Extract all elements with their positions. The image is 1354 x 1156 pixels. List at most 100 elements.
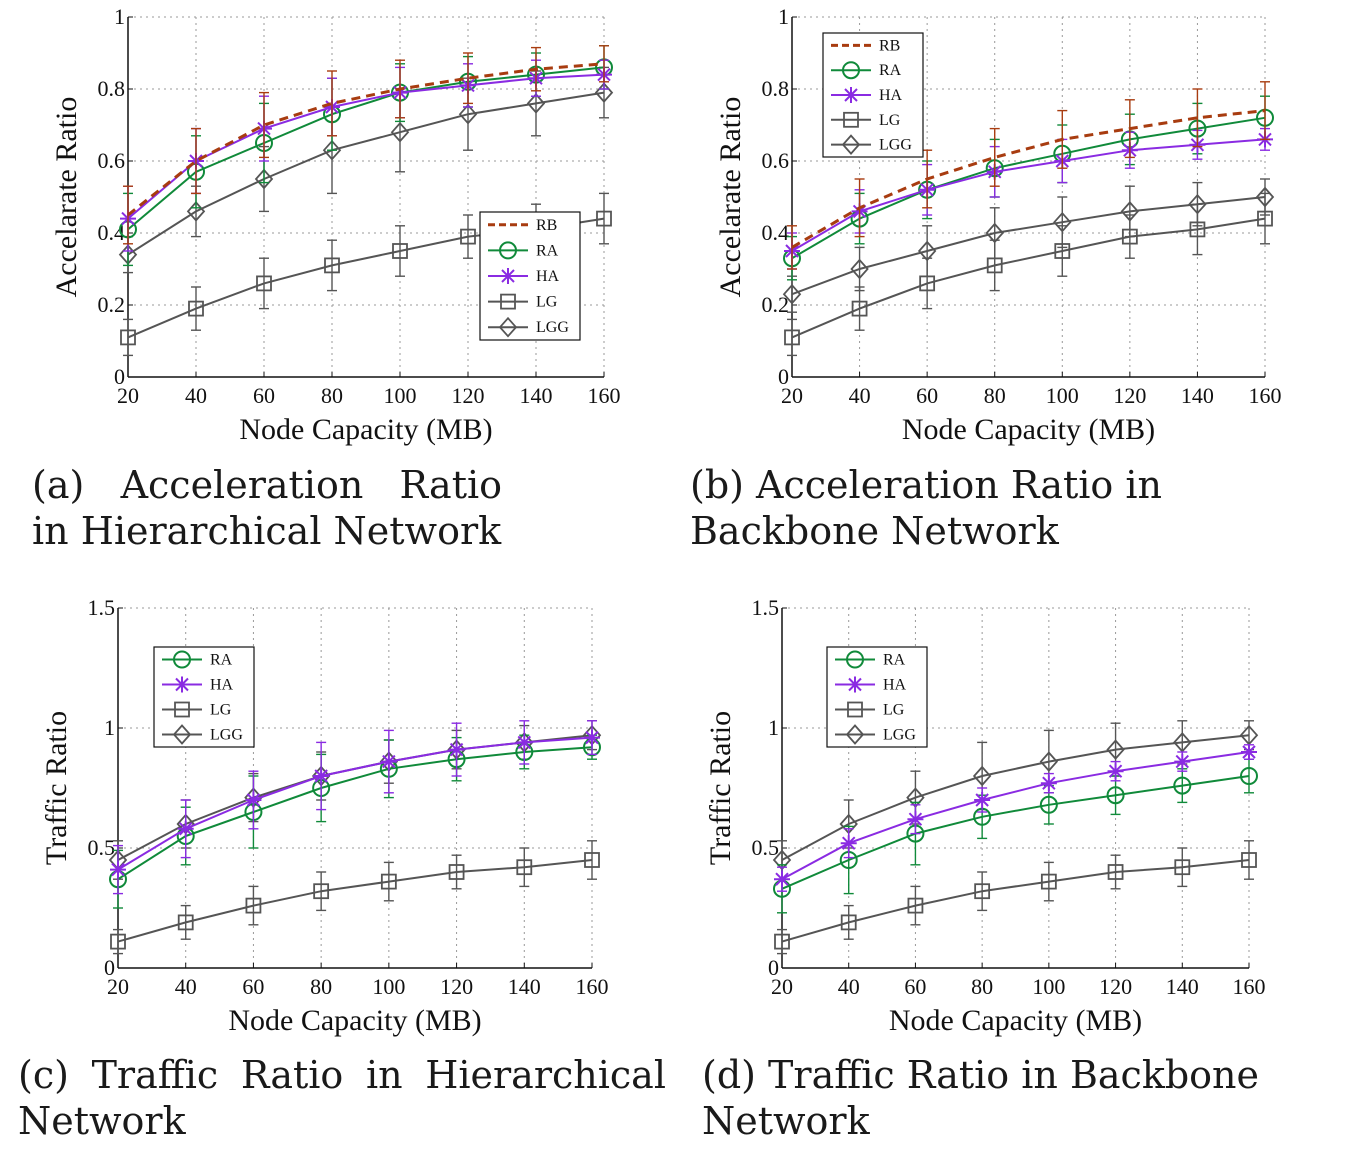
series-line-ra — [127, 66, 605, 231]
series-line-rb — [127, 62, 605, 217]
x-tick-label: 60 — [253, 383, 275, 408]
x-tick-label: 100 — [384, 383, 417, 408]
series-line-lg — [791, 217, 1266, 339]
data-point-lgg — [458, 103, 478, 125]
legend-marker-lg — [174, 701, 190, 718]
data-point-lg — [774, 933, 790, 950]
legend-marker-ha — [847, 676, 863, 693]
y-tick-label: 0.8 — [762, 76, 790, 101]
data-point-lgg — [972, 765, 992, 787]
data-point-ra — [1106, 786, 1125, 805]
x-tick-label: 80 — [321, 383, 343, 408]
legend-marker-ha — [174, 676, 190, 693]
series-line-ra — [781, 775, 1250, 890]
y-tick-label: 0 — [114, 364, 125, 389]
data-point-lg — [1040, 873, 1057, 890]
data-point-lg — [1174, 859, 1191, 876]
data-point-lg — [784, 329, 800, 346]
data-point-ha — [1241, 744, 1257, 760]
data-point-ra — [1240, 767, 1258, 785]
series-line-ha — [781, 751, 1250, 881]
x-tick-label: 60 — [242, 974, 264, 999]
x-tick-label: 160 — [588, 383, 621, 408]
data-point-lg — [245, 897, 262, 914]
data-point-ra — [1173, 776, 1192, 795]
x-tick-label: 160 — [1249, 383, 1282, 408]
data-point-lgg — [850, 258, 869, 280]
y-axis-label: Accelarate Ratio — [50, 97, 83, 298]
legend-marker-ra — [499, 241, 517, 260]
x-tick-label: 80 — [984, 383, 1006, 408]
chart-caption-d: (d) Traffic Ratio in Backbone Network — [702, 1053, 1260, 1143]
x-tick-label: 80 — [310, 974, 332, 999]
data-point-ha — [516, 734, 533, 751]
data-point-lg — [1107, 864, 1124, 880]
series-line-lgg — [781, 734, 1250, 861]
legend-label-ra: RA — [883, 652, 906, 669]
series-ha — [110, 720, 600, 895]
x-axis-label: Node Capacity (MB) — [228, 1004, 481, 1037]
data-point-lg — [392, 243, 408, 259]
legend-marker-ra — [842, 61, 860, 80]
data-point-lg — [851, 300, 868, 317]
data-point-lg — [840, 914, 857, 931]
data-point-lg — [120, 329, 136, 346]
data-point-ha — [907, 811, 924, 828]
data-point-lgg — [322, 139, 342, 161]
legend-label-ha: HA — [879, 87, 903, 104]
legend-marker-lgg — [841, 134, 861, 155]
chart-panel-d: 20 40 60 80 100 120 140 160 0 0.5 1 1.5 Node Capacit… — [677, 590, 1354, 1050]
series-line-ha — [127, 73, 605, 220]
data-point-lgg — [1188, 193, 1207, 215]
legend-box — [153, 646, 255, 748]
series-line-lg — [781, 859, 1250, 943]
x-tick-label: 40 — [838, 974, 860, 999]
series-line-lg — [117, 859, 593, 943]
chart-caption-b: (b) Acceleration Ratio in Backbone Netwo… — [690, 463, 1163, 553]
series-line-ra — [117, 746, 593, 881]
y-tick-label: 1 — [778, 4, 789, 29]
chart-panel-c: 20 40 60 80 100 120 140 160 0 0.5 1 1.5 Node Capacit… — [0, 590, 677, 1050]
x-tick-label: 120 — [1099, 974, 1132, 999]
x-tick-label: 40 — [185, 383, 207, 408]
data-point-lg — [516, 859, 533, 876]
y-tick-label: 0.6 — [98, 148, 126, 173]
data-point-lg — [596, 210, 612, 227]
data-point-lg — [177, 914, 194, 931]
x-tick-label: 160 — [576, 974, 609, 999]
chart-panel-b: 20 40 60 80 100 120 140 160 0 0.2 0.4 0.6 0.8 1 Node C… — [677, 0, 1354, 460]
x-tick-label: 100 — [372, 974, 405, 999]
series-line-ha — [117, 736, 593, 871]
x-axis-label: Node Capacity (MB) — [889, 1004, 1142, 1037]
legend-marker-lg — [847, 701, 863, 718]
chart-panel-a: 20 40 60 80 100 120 140 160 0 0.2 0.4 0.6 0.8 1 Node C… — [0, 0, 677, 460]
data-point-lgg — [1039, 751, 1059, 772]
data-point-ha — [974, 792, 991, 808]
data-point-lg — [380, 873, 397, 890]
data-point-lg — [907, 897, 924, 914]
legend-label-lg: LG — [883, 702, 905, 719]
x-tick-label: 140 — [520, 383, 553, 408]
legend-marker-ra — [173, 650, 191, 669]
legend-marker-ra — [846, 650, 864, 669]
series-rb — [787, 81, 1270, 270]
y-tick-label: 0.2 — [98, 292, 126, 317]
data-point-lgg — [1053, 211, 1072, 233]
data-point-ha — [177, 820, 194, 837]
data-point-lgg — [594, 82, 614, 103]
x-tick-label: 60 — [904, 974, 926, 999]
y-tick-label: 0.2 — [762, 292, 790, 317]
x-tick-label: 20 — [107, 974, 129, 999]
series-ha — [774, 744, 1257, 892]
data-point-lg — [256, 275, 272, 292]
y-axis-label: Traffic Ratio — [704, 711, 737, 865]
legend-marker-lgg — [498, 316, 518, 338]
chart-caption-c: (c) Traffic Ratio in Hierarchical Networ… — [18, 1053, 666, 1143]
legend-label-ra: RA — [536, 242, 559, 259]
y-tick-label: 0.5 — [752, 835, 780, 860]
data-point-lg — [1241, 852, 1257, 868]
legend-label-rb: RB — [879, 37, 900, 54]
series-lg — [110, 840, 600, 955]
legend-label-lgg: LGG — [879, 137, 912, 154]
series-lgg — [782, 178, 1275, 313]
